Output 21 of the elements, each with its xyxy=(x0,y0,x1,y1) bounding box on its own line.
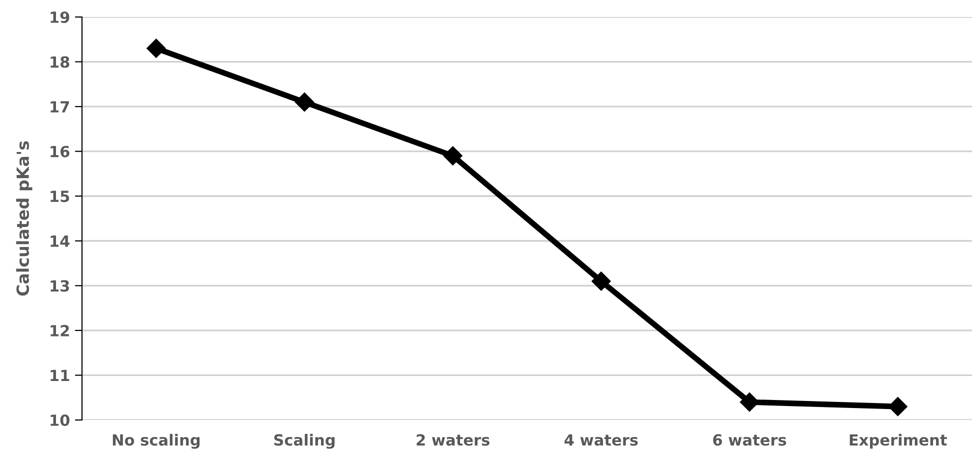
y-tick-label: 15 xyxy=(50,190,70,202)
y-tick-label: 11 xyxy=(50,370,70,382)
x-tick-label: No scaling xyxy=(112,434,200,449)
y-tick-label: 14 xyxy=(50,236,70,247)
y-axis-title: Calculated pKa's xyxy=(16,141,32,296)
y-tick-label: 13 xyxy=(50,280,69,292)
y-tick-label: 18 xyxy=(50,56,70,68)
x-tick-label: 2 waters xyxy=(416,434,490,446)
point xyxy=(146,38,166,58)
point xyxy=(294,92,314,112)
x-tick-label: 6 waters xyxy=(713,434,786,446)
y-tick-label: 10 xyxy=(50,414,70,426)
point xyxy=(443,146,462,166)
y-tick-label: 12 xyxy=(50,324,69,336)
y-tick-label: 16 xyxy=(50,146,70,158)
point xyxy=(592,272,611,291)
x-tick-label: Scaling xyxy=(274,434,335,449)
x-tick-label: 4 waters xyxy=(564,434,638,446)
y-tick-label: 19 xyxy=(50,11,70,24)
x-tick-label: Experiment xyxy=(850,434,947,449)
y-tick-label: 17 xyxy=(50,101,69,112)
